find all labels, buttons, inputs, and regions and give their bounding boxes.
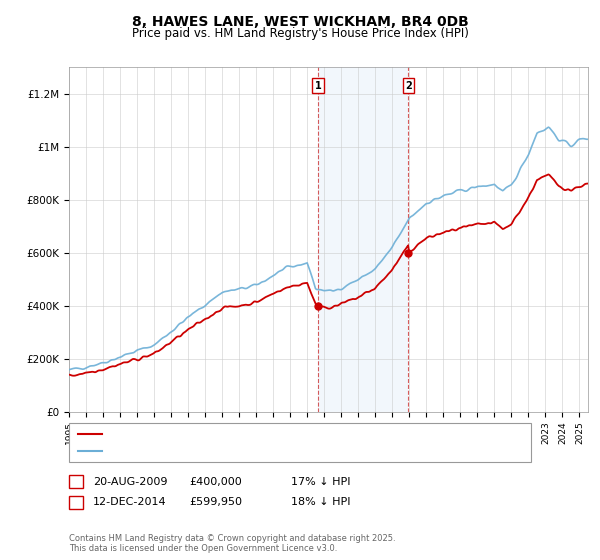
Text: 12-DEC-2014: 12-DEC-2014	[93, 497, 167, 507]
Text: 18% ↓ HPI: 18% ↓ HPI	[291, 497, 350, 507]
Text: 2: 2	[73, 497, 80, 507]
Text: Contains HM Land Registry data © Crown copyright and database right 2025.
This d: Contains HM Land Registry data © Crown c…	[69, 534, 395, 553]
Text: 8, HAWES LANE, WEST WICKHAM, BR4 0DB (detached house): 8, HAWES LANE, WEST WICKHAM, BR4 0DB (de…	[105, 429, 424, 439]
Text: HPI: Average price, detached house, Bromley: HPI: Average price, detached house, Brom…	[105, 446, 341, 456]
Text: £400,000: £400,000	[189, 477, 242, 487]
Text: £599,950: £599,950	[189, 497, 242, 507]
Text: 20-AUG-2009: 20-AUG-2009	[93, 477, 167, 487]
Text: 17% ↓ HPI: 17% ↓ HPI	[291, 477, 350, 487]
Text: 1: 1	[315, 81, 322, 91]
Text: Price paid vs. HM Land Registry's House Price Index (HPI): Price paid vs. HM Land Registry's House …	[131, 27, 469, 40]
Text: 2: 2	[405, 81, 412, 91]
Text: 1: 1	[73, 477, 80, 487]
Bar	[318, 67, 409, 412]
Text: 8, HAWES LANE, WEST WICKHAM, BR4 0DB: 8, HAWES LANE, WEST WICKHAM, BR4 0DB	[131, 15, 469, 29]
